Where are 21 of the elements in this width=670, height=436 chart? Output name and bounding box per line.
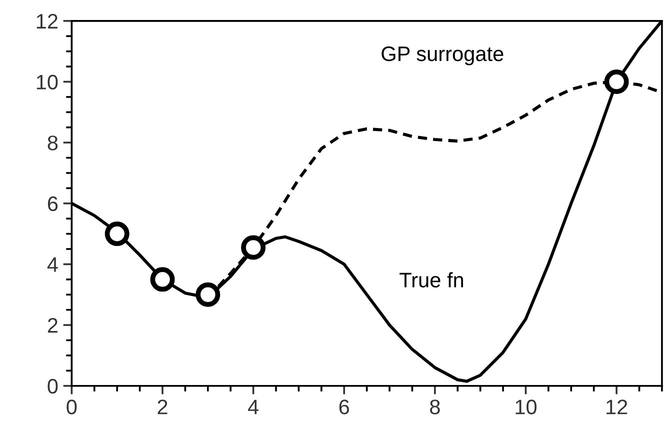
x-tick-label: 0 <box>66 400 77 414</box>
y-tick-label: 0 <box>48 378 58 394</box>
point <box>604 70 629 94</box>
y-tick-label: 10 <box>36 74 58 90</box>
y-tick-label: 4 <box>47 257 58 272</box>
x-tick-label: 8 <box>430 400 440 414</box>
point <box>104 222 130 246</box>
x-tick-label: 4 <box>248 400 258 414</box>
text: GP surrogate <box>382 46 504 66</box>
x-tick-label: 10 <box>516 400 537 414</box>
point <box>241 235 266 260</box>
x-tick-label: 2 <box>158 400 168 414</box>
x-tick-label: 12 <box>606 400 628 414</box>
series-label: True fn <box>400 272 464 288</box>
y-tick-label: 12 <box>36 14 58 28</box>
point <box>150 267 175 292</box>
y-tick-label: 6 <box>48 196 58 212</box>
point <box>196 282 220 307</box>
x-tick-label: 6 <box>339 400 349 414</box>
y-tick-label: 8 <box>48 136 58 150</box>
y-tick-label: 2 <box>48 318 58 333</box>
